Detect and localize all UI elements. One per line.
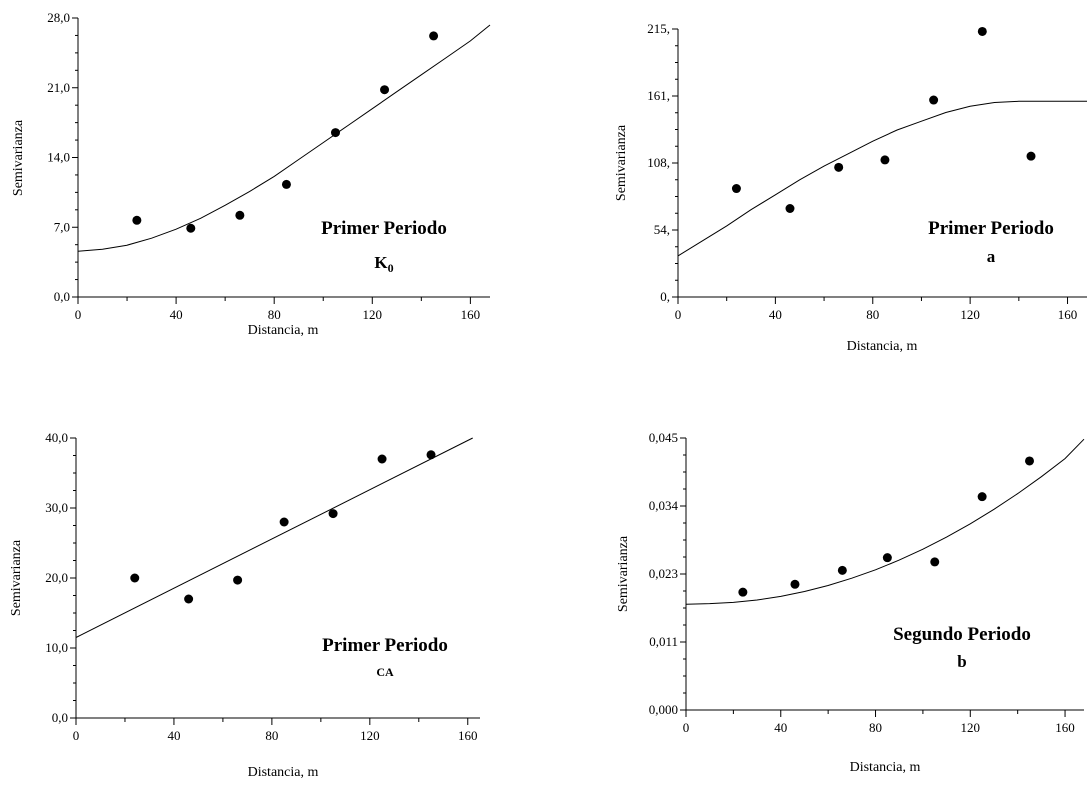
model-curve bbox=[685, 438, 1085, 605]
x-axis-title: Distancia, m bbox=[248, 765, 319, 780]
y-tick-label: 0,000 bbox=[649, 702, 678, 717]
x-tick-label: 0 bbox=[675, 307, 682, 322]
subtitle-subscript: 0 bbox=[388, 261, 394, 275]
y-tick-label: 0,034 bbox=[649, 498, 679, 513]
y-tick-label: 215, bbox=[647, 21, 670, 36]
data-point bbox=[930, 557, 940, 567]
y-axis-title: Semivarianza bbox=[616, 535, 631, 612]
panel-title: Primer Periodo bbox=[322, 635, 448, 656]
data-point bbox=[281, 179, 291, 189]
y-tick-label: 108, bbox=[647, 155, 670, 170]
y-tick-label: 0,023 bbox=[649, 566, 678, 581]
y-tick-label: 0,0 bbox=[52, 710, 68, 725]
data-point bbox=[426, 450, 436, 460]
y-tick-label: 40,0 bbox=[45, 430, 68, 445]
data-point bbox=[731, 184, 741, 194]
panel-subtitle: b bbox=[957, 652, 966, 671]
x-tick-label: 120 bbox=[363, 307, 383, 322]
model-curve bbox=[77, 24, 491, 252]
y-tick-label: 0,011 bbox=[649, 634, 678, 649]
y-tick-label: 30,0 bbox=[45, 500, 68, 515]
panel-title: Primer Periodo bbox=[928, 218, 1054, 239]
data-point bbox=[785, 203, 795, 213]
panel-subtitle: K0 bbox=[374, 253, 393, 275]
x-tick-label: 160 bbox=[1058, 307, 1078, 322]
x-tick-label: 80 bbox=[268, 307, 281, 322]
data-point bbox=[429, 31, 439, 41]
model-curve bbox=[677, 100, 1087, 257]
data-point bbox=[380, 85, 390, 95]
x-tick-label: 120 bbox=[961, 720, 981, 735]
data-point bbox=[132, 215, 142, 225]
x-tick-label: 40 bbox=[167, 728, 180, 743]
x-tick-label: 160 bbox=[458, 728, 478, 743]
data-point bbox=[235, 210, 245, 220]
y-axis-title: Semivarianza bbox=[614, 124, 629, 201]
data-point bbox=[184, 594, 194, 604]
x-tick-label: 0 bbox=[75, 307, 82, 322]
x-tick-label: 0 bbox=[73, 728, 80, 743]
data-point bbox=[882, 553, 892, 563]
x-tick-label: 120 bbox=[960, 307, 980, 322]
data-point bbox=[834, 162, 844, 172]
x-tick-label: 120 bbox=[360, 728, 380, 743]
panel-k0: 0 40 80 120 160 0,0 7,0 14,0 21,0 28,0 Distancia,… bbox=[11, 10, 491, 338]
model-curve bbox=[75, 437, 473, 638]
data-point bbox=[279, 517, 289, 527]
data-point bbox=[328, 509, 338, 519]
panel-ca: 0 40 80 120 160 0,0 10,0 20,0 30,0 40,0 Distancia… bbox=[9, 430, 480, 780]
y-tick-label: 0,045 bbox=[649, 430, 678, 445]
x-tick-label: 80 bbox=[265, 728, 278, 743]
data-point bbox=[929, 95, 939, 105]
x-axis-title: Distancia, m bbox=[850, 760, 921, 775]
panel-title: Segundo Periodo bbox=[893, 624, 1031, 645]
data-point bbox=[738, 587, 748, 597]
data-point bbox=[186, 223, 196, 233]
subtitle-main: K bbox=[374, 253, 388, 272]
data-point bbox=[977, 26, 987, 36]
panel-subtitle: a bbox=[987, 247, 996, 266]
y-tick-label: 54, bbox=[654, 222, 670, 237]
data-point bbox=[1026, 151, 1036, 161]
x-tick-label: 40 bbox=[170, 307, 183, 322]
data-point bbox=[1025, 456, 1035, 466]
data-point bbox=[233, 575, 243, 585]
data-point bbox=[837, 565, 847, 575]
data-point bbox=[790, 579, 800, 589]
y-axis-title: Semivarianza bbox=[9, 539, 24, 616]
x-tick-label: 160 bbox=[1055, 720, 1075, 735]
data-point bbox=[977, 492, 987, 502]
x-tick-label: 40 bbox=[769, 307, 782, 322]
x-axis-title: Distancia, m bbox=[248, 323, 319, 338]
data-point bbox=[130, 573, 140, 583]
y-tick-label: 0,0 bbox=[54, 289, 70, 304]
data-point bbox=[880, 155, 890, 165]
y-tick-label: 20,0 bbox=[45, 570, 68, 585]
y-tick-label: 10,0 bbox=[45, 640, 68, 655]
panel-title: Primer Periodo bbox=[321, 218, 447, 239]
y-tick-label: 14,0 bbox=[47, 150, 70, 165]
x-tick-label: 0 bbox=[683, 720, 690, 735]
y-tick-label: 28,0 bbox=[47, 10, 70, 25]
panel-subtitle: CA bbox=[376, 665, 394, 679]
data-point bbox=[331, 128, 340, 138]
y-tick-label: 21,0 bbox=[47, 80, 70, 95]
x-axis-title: Distancia, m bbox=[847, 339, 918, 354]
x-tick-label: 40 bbox=[774, 720, 787, 735]
y-tick-label: 161, bbox=[647, 88, 670, 103]
y-axis-title: Semivarianza bbox=[11, 119, 26, 196]
x-tick-label: 80 bbox=[866, 307, 879, 322]
panel-a: 0 40 80 120 160 0, 54, 108, 161, 215, Distancia, … bbox=[614, 21, 1087, 354]
panel-b: 0 40 80 120 160 0,000 0,011 0,023 0,034 0,045 Dis… bbox=[616, 430, 1085, 775]
x-tick-label: 160 bbox=[461, 307, 481, 322]
y-tick-label: 7,0 bbox=[54, 219, 70, 234]
y-tick-label: 0, bbox=[660, 289, 670, 304]
data-point bbox=[377, 454, 387, 464]
x-tick-label: 80 bbox=[869, 720, 882, 735]
